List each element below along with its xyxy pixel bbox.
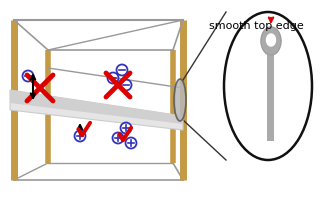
Ellipse shape (174, 79, 186, 121)
Text: smooth top edge: smooth top edge (209, 21, 303, 31)
Polygon shape (10, 90, 183, 130)
Polygon shape (10, 90, 183, 124)
Polygon shape (266, 51, 276, 54)
Polygon shape (267, 51, 275, 141)
Polygon shape (266, 34, 276, 46)
Polygon shape (261, 27, 281, 55)
